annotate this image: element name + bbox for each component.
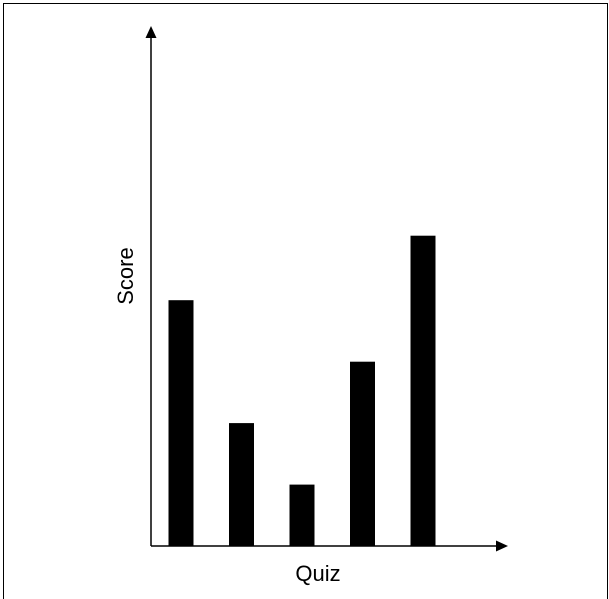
- y-axis-arrowhead: [145, 26, 157, 38]
- y-axis-label: Score: [113, 247, 138, 304]
- bar-4: [350, 361, 375, 546]
- x-axis-label: Quiz: [295, 561, 340, 586]
- bar-5: [410, 235, 436, 546]
- bar-1: [168, 300, 194, 546]
- bar-2: [229, 423, 254, 546]
- chart-frame: [3, 3, 608, 599]
- x-axis-arrowhead: [496, 540, 508, 552]
- bar-3: [289, 484, 315, 546]
- bar-group: [168, 235, 436, 546]
